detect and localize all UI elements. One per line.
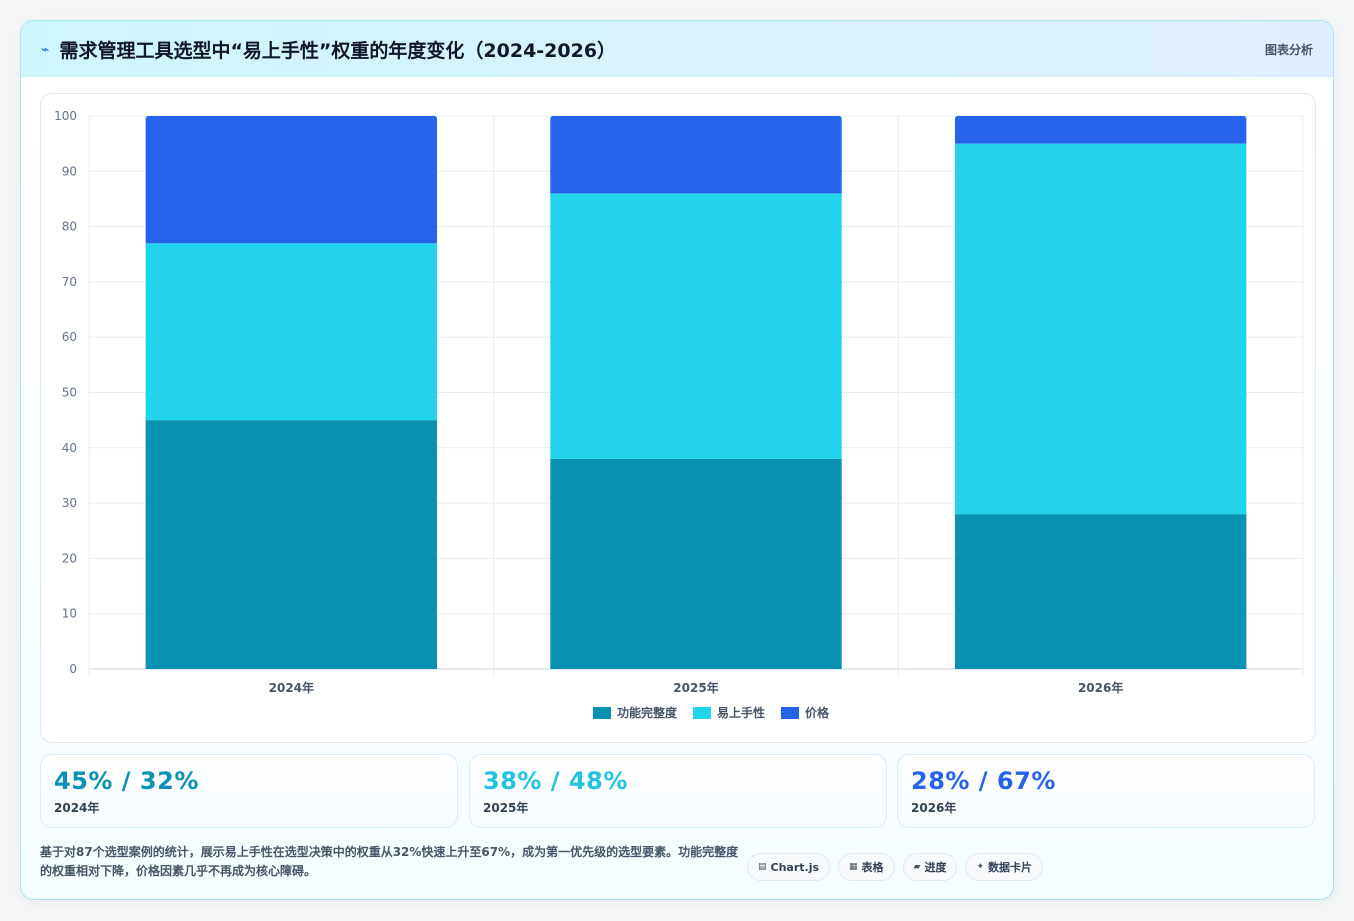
chart-card: ⌁ 需求管理工具选型中“易上手性”权重的年度变化（2024-2026） 图表分析… xyxy=(20,20,1334,900)
card-header: ⌁ 需求管理工具选型中“易上手性”权重的年度变化（2024-2026） 图表分析 xyxy=(21,21,1333,77)
legend-label: 易上手性 xyxy=(717,705,765,720)
y-tick-label: 80 xyxy=(62,220,77,234)
bar-segment xyxy=(146,420,437,669)
stat-label: 2026年 xyxy=(911,799,1301,816)
x-tick-label: 2025年 xyxy=(673,680,718,695)
stacked-bar-chart: 0 10 20 30 40 50 60 70 80 90 100 2024年 2025年 2026年功能完… xyxy=(41,94,1317,744)
y-tick-label: 10 xyxy=(62,607,77,621)
stat-value: 45% / 32% xyxy=(54,767,444,795)
chip-label: Chart.js xyxy=(771,861,820,874)
chip-data-card[interactable]: ✦ 数据卡片 xyxy=(965,853,1043,881)
chip-label: 表格 xyxy=(862,859,884,875)
legend-label: 功能完整度 xyxy=(617,705,678,720)
chip-progress[interactable]: ▰ 进度 xyxy=(903,853,958,881)
legend-swatch xyxy=(781,707,799,719)
y-tick-label: 90 xyxy=(62,164,77,178)
y-tick-label: 70 xyxy=(62,275,77,289)
x-tick-label: 2026年 xyxy=(1078,680,1123,695)
feature-chips: ▤ Chart.js ▦ 表格 ▰ 进度 ✦ 数据卡片 xyxy=(747,853,1043,881)
chart-icon: ▤ xyxy=(758,862,767,872)
chart-description: 基于对87个选型案例的统计，展示易上手性在选型决策中的权重从32%快速上升至67… xyxy=(40,843,740,881)
y-tick-label: 0 xyxy=(69,662,77,676)
progress-icon: ▰ xyxy=(914,862,921,872)
bar-segment xyxy=(550,116,841,193)
sparkle-icon: ⌁ xyxy=(41,42,49,58)
bar-segment xyxy=(146,116,437,243)
stat-label: 2025年 xyxy=(483,799,873,816)
legend-swatch xyxy=(693,707,711,719)
chip-label: 数据卡片 xyxy=(988,859,1032,875)
legend-swatch xyxy=(593,707,611,719)
stat-card-2024: 45% / 32% 2024年 xyxy=(40,754,458,828)
x-tick-label: 2024年 xyxy=(269,680,314,695)
chip-label: 进度 xyxy=(924,859,946,875)
y-tick-label: 60 xyxy=(62,330,77,344)
stat-card-2025: 38% / 48% 2025年 xyxy=(469,754,887,828)
bar-segment xyxy=(955,116,1246,144)
stat-value: 38% / 48% xyxy=(483,767,873,795)
y-tick-label: 40 xyxy=(62,441,77,455)
y-tick-label: 30 xyxy=(62,496,77,510)
y-tick-label: 50 xyxy=(62,386,77,400)
stat-value: 28% / 67% xyxy=(911,767,1301,795)
y-tick-label: 100 xyxy=(54,109,77,123)
bar-segment xyxy=(955,144,1246,515)
bar-segment xyxy=(955,514,1246,669)
y-tick-label: 20 xyxy=(62,551,77,565)
bar-segment xyxy=(550,459,841,669)
chart-container: 0 10 20 30 40 50 60 70 80 90 100 2024年 2025年 2026年功能完… xyxy=(40,93,1316,743)
bar-segment xyxy=(146,243,437,420)
card-icon: ✦ xyxy=(976,862,984,872)
legend-label: 价格 xyxy=(805,705,830,720)
chart-title: 需求管理工具选型中“易上手性”权重的年度变化（2024-2026） xyxy=(59,36,616,63)
stat-card-2026: 28% / 67% 2026年 xyxy=(897,754,1315,828)
chip-table[interactable]: ▦ 表格 xyxy=(838,853,895,881)
table-icon: ▦ xyxy=(849,862,858,872)
header-tag: 图表分析 xyxy=(1265,41,1313,58)
stat-label: 2024年 xyxy=(54,799,444,816)
bar-segment xyxy=(550,193,841,458)
chip-chartjs[interactable]: ▤ Chart.js xyxy=(747,853,830,881)
